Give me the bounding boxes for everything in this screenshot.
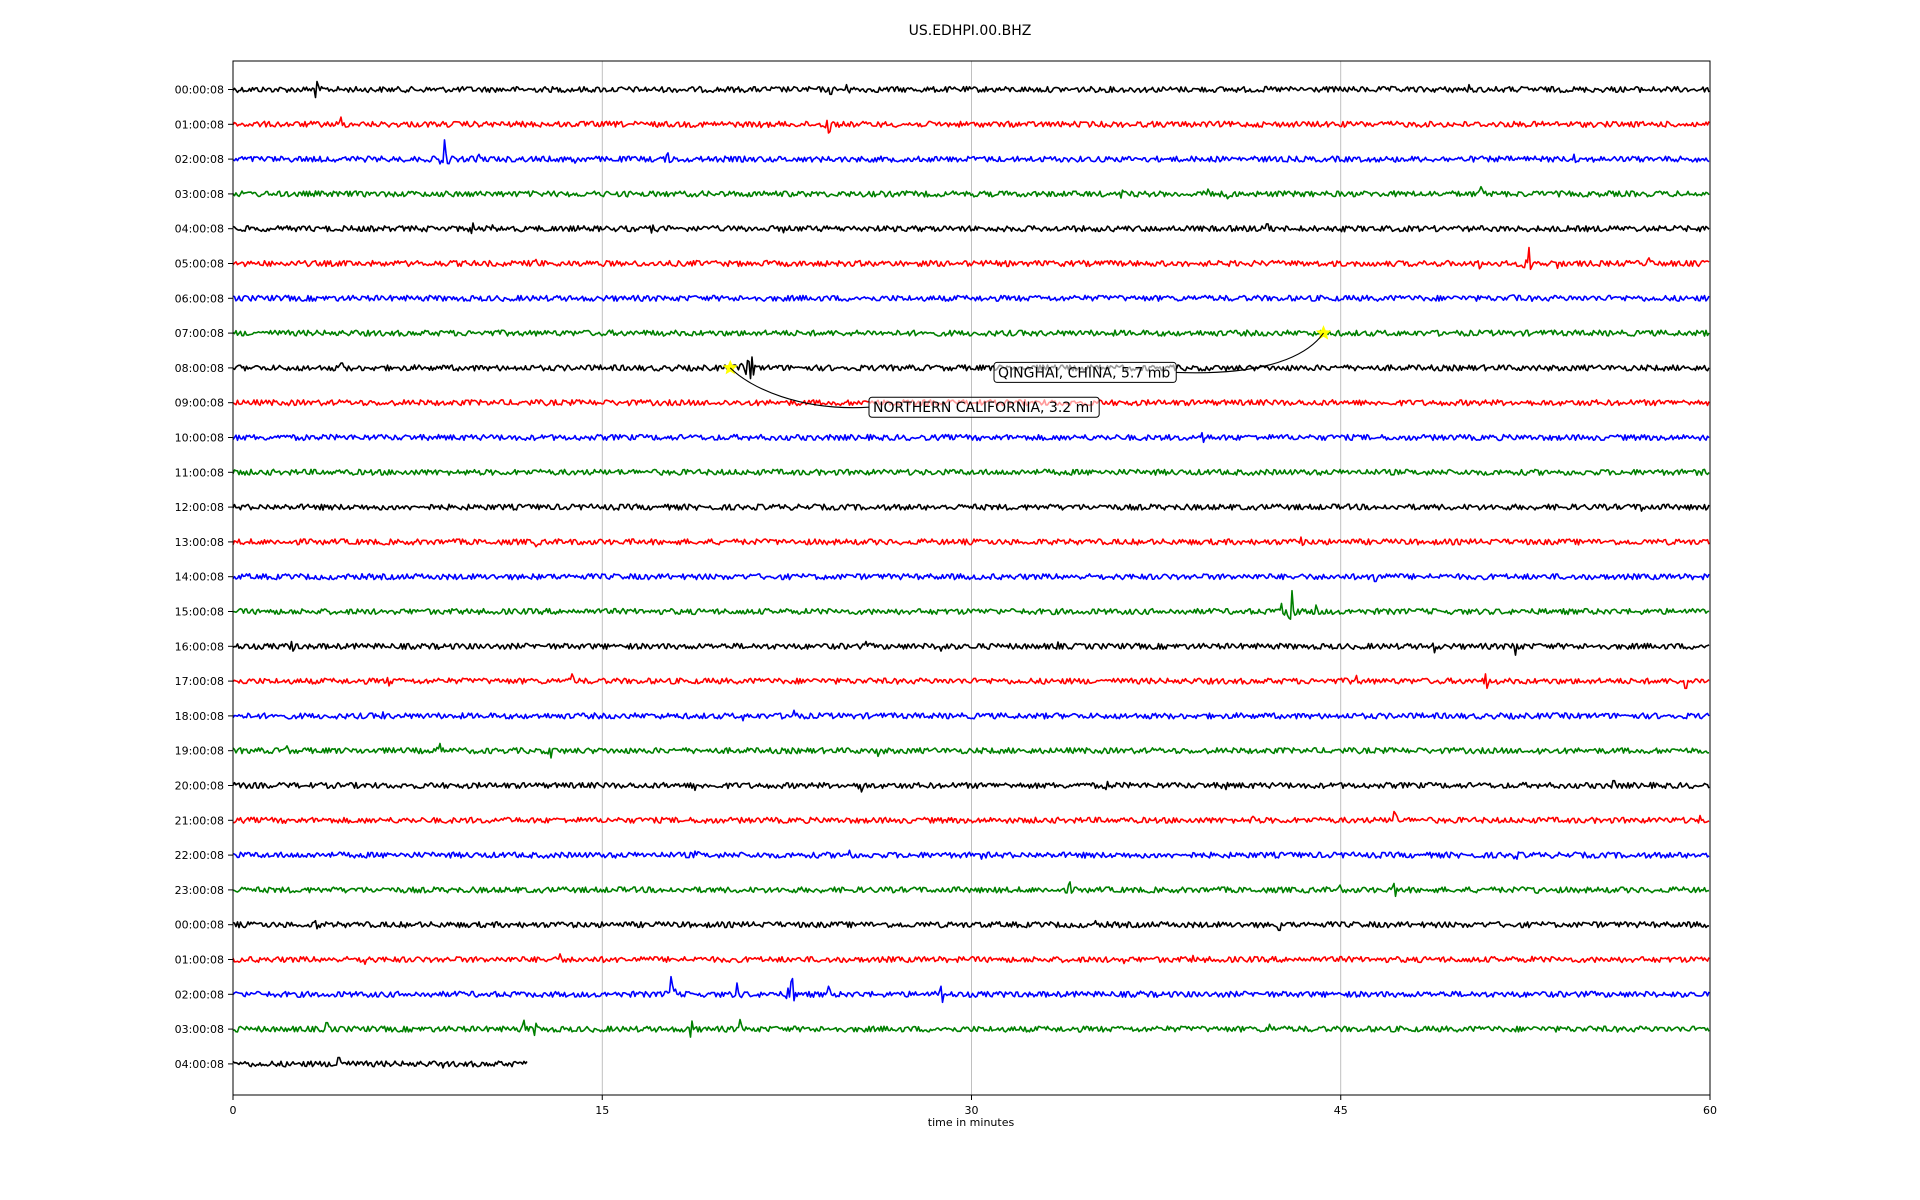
annotation-label: NORTHERN CALIFORNIA, 3.2 ml <box>873 400 1093 416</box>
trace-row-20 <box>232 779 1710 793</box>
y-tick-label: 01:00:08 <box>175 118 224 131</box>
annotation-box <box>868 396 1100 418</box>
y-tick-label: 14:00:08 <box>175 571 224 584</box>
y-tick-label: 21:00:08 <box>175 814 224 827</box>
trace-row-14 <box>232 573 1710 583</box>
trace-row-7 <box>232 329 1710 337</box>
trace-row-13 <box>232 536 1710 548</box>
event-annotations: QINGHAI, CHINA, 5.7 mb NORTHERN CALIFORNI… <box>729 332 1324 418</box>
x-axis-label: time in minutes <box>928 1116 1015 1129</box>
trace-row-25 <box>232 953 1710 966</box>
trace-row-18 <box>232 709 1710 722</box>
y-tick-label: 04:00:08 <box>175 1058 224 1071</box>
trace-row-17 <box>232 673 1710 690</box>
trace-row-21 <box>232 810 1710 824</box>
y-tick-label: 04:00:08 <box>175 223 224 236</box>
trace-row-15 <box>233 589 1710 620</box>
x-tick-label: 0 <box>230 1104 237 1117</box>
y-tick-label: 15:00:08 <box>175 606 224 619</box>
x-tick-labels: 0 15 30 45 60 <box>230 1095 1717 1117</box>
y-tick-label: 07:00:08 <box>175 327 224 340</box>
trace-group <box>232 80 1710 1069</box>
trace-row-3 <box>232 185 1710 200</box>
chart-title: US.EDHPI.00.BHZ <box>909 23 1032 39</box>
y-tick-label: 00:00:08 <box>175 919 224 932</box>
y-tick-label: 03:00:08 <box>175 188 224 201</box>
y-tick-labels: 00:00:08 01:00:08 02:00:08 03:00:08 04:00:08… <box>175 84 233 1071</box>
y-tick-label: 20:00:08 <box>175 780 224 793</box>
y-tick-label: 12:00:08 <box>175 501 224 514</box>
y-tick-label: 13:00:08 <box>175 536 224 549</box>
annotation-box <box>993 361 1177 383</box>
trace-row-12 <box>232 503 1710 512</box>
trace-row-23 <box>232 881 1710 898</box>
y-tick-label: 18:00:08 <box>175 710 224 723</box>
y-tick-label: 16:00:08 <box>175 640 224 653</box>
trace-row-19 <box>232 742 1709 759</box>
trace-row-22 <box>232 849 1710 860</box>
trace-row-16 <box>232 640 1710 656</box>
y-tick-label: 02:00:08 <box>175 988 224 1001</box>
trace-row-11 <box>232 468 1710 476</box>
y-tick-label: 10:00:08 <box>175 432 224 445</box>
y-tick-label: 08:00:08 <box>175 362 224 375</box>
trace-row-27 <box>232 1018 1710 1038</box>
y-tick-label: 11:00:08 <box>175 466 224 479</box>
x-tick-label: 60 <box>1703 1104 1717 1117</box>
annotation-label: QINGHAI, CHINA, 5.7 mb <box>998 365 1170 381</box>
y-tick-label: 02:00:08 <box>175 153 224 166</box>
annotation-connector <box>729 367 870 409</box>
y-tick-label: 22:00:08 <box>175 849 224 862</box>
trace-row-8 <box>232 356 1710 380</box>
trace-row-26 <box>232 975 1710 1004</box>
trace-row-6 <box>232 294 1710 302</box>
trace-row-10 <box>232 431 1710 444</box>
x-tick-label: 15 <box>595 1104 609 1117</box>
trace-row-28 <box>232 1056 528 1069</box>
x-tick-label: 45 <box>1334 1104 1348 1117</box>
y-tick-label: 06:00:08 <box>175 292 224 305</box>
trace-row-5 <box>232 246 1710 271</box>
y-tick-label: 03:00:08 <box>175 1023 224 1036</box>
y-tick-label: 19:00:08 <box>175 745 224 758</box>
trace-row-24 <box>232 919 1709 932</box>
y-tick-label: 00:00:08 <box>175 84 224 97</box>
trace-row-1 <box>232 116 1710 134</box>
trace-row-2 <box>232 139 1710 165</box>
trace-row-0 <box>232 80 1710 99</box>
y-tick-label: 01:00:08 <box>175 954 224 967</box>
x-tick-label: 30 <box>965 1104 979 1117</box>
event-star-marker <box>1315 325 1332 340</box>
y-tick-label: 05:00:08 <box>175 258 224 271</box>
annotation-connector <box>1176 332 1324 374</box>
y-tick-label: 23:00:08 <box>175 884 224 897</box>
y-tick-label: 17:00:08 <box>175 675 224 688</box>
trace-row-4 <box>232 222 1710 235</box>
y-tick-label: 09:00:08 <box>175 397 224 410</box>
